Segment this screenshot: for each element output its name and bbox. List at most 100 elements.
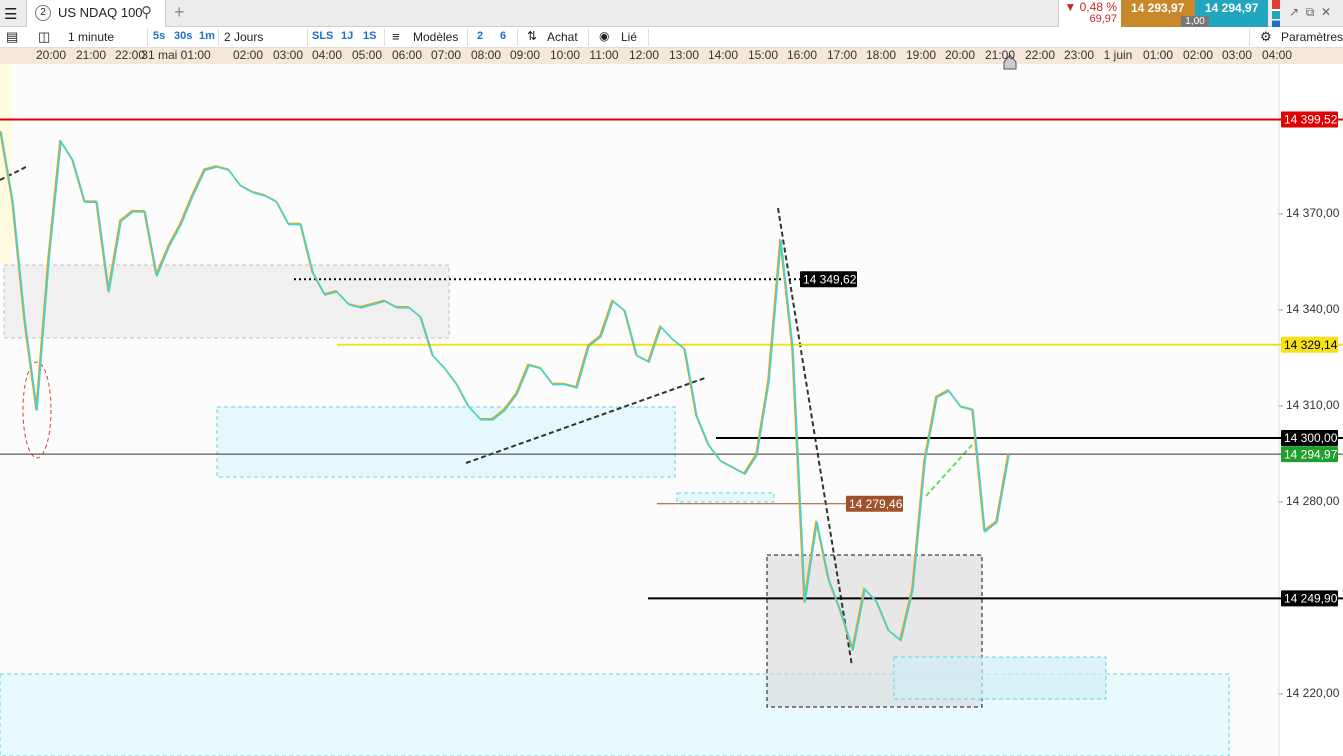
time-label: 23:00 bbox=[1064, 48, 1094, 62]
level-label: 14 300,00 bbox=[1284, 431, 1338, 445]
level-label-bg bbox=[846, 495, 903, 512]
change-percent: ▼ 0,48 % bbox=[1064, 0, 1117, 14]
level-label: 14 279,46 bbox=[849, 497, 903, 511]
range-sls[interactable]: SLS bbox=[312, 30, 334, 42]
time-label: 21:00 bbox=[985, 48, 1015, 62]
interval-5s[interactable]: 5s bbox=[153, 30, 166, 42]
time-label: 22:00 bbox=[115, 48, 145, 62]
zone-box bbox=[3, 264, 450, 339]
templates-button[interactable]: Modèles bbox=[413, 30, 459, 44]
interval-30s[interactable]: 30s bbox=[174, 30, 193, 42]
time-label: 31 mai 01:00 bbox=[141, 48, 211, 62]
preset-2[interactable]: 2 bbox=[477, 30, 484, 42]
marker-ellipse bbox=[22, 361, 52, 459]
separator bbox=[1249, 29, 1250, 46]
layout-icon[interactable]: ◫ bbox=[38, 29, 51, 44]
tab-bar: ☰ 2 US NDAQ 100 ⚲ + ▼ 0,48 % 69,97 14 29… bbox=[0, 0, 1343, 27]
time-label: 19:00 bbox=[906, 48, 936, 62]
y-tick-label: 14 340,00 bbox=[1286, 302, 1340, 316]
time-label: 01:00 bbox=[1143, 48, 1173, 62]
separator bbox=[147, 29, 148, 46]
level-label: 14 329,14 bbox=[1284, 338, 1338, 352]
level-label-bg bbox=[1281, 446, 1338, 463]
level-label-bg bbox=[1281, 590, 1338, 607]
list-icon[interactable]: ▤ bbox=[6, 29, 19, 44]
link-button[interactable]: Lié bbox=[621, 30, 638, 44]
separator bbox=[467, 29, 468, 46]
change-box: ▼ 0,48 % 69,97 bbox=[1058, 0, 1121, 27]
trend-line bbox=[465, 377, 706, 464]
time-label: 03:00 bbox=[1222, 48, 1252, 62]
time-label: 22:00 bbox=[1025, 48, 1055, 62]
separator bbox=[588, 29, 589, 46]
tab-number: 2 bbox=[35, 5, 51, 21]
window-controls[interactable]: ↗ ⧉ ✕ bbox=[1289, 5, 1332, 19]
level-label-bg bbox=[1281, 430, 1338, 446]
bid-price: 14 293,97 bbox=[1131, 1, 1185, 15]
spread: 1,00 bbox=[1181, 16, 1209, 27]
time-label: 08:00 bbox=[471, 48, 501, 62]
interval-1m[interactable]: 1m bbox=[199, 30, 215, 42]
instrument-tab[interactable]: 2 US NDAQ 100 ⚲ bbox=[26, 0, 166, 27]
add-tab[interactable]: + bbox=[174, 2, 185, 22]
time-label: 20:00 bbox=[945, 48, 975, 62]
price-chart: 14 399,52 14 349,62 14 329,14 14 300,00 14 2… bbox=[0, 48, 1343, 756]
level-label-bg bbox=[800, 271, 857, 288]
level-labels: 14 399,52 14 349,62 14 329,14 14 300,00 14 2… bbox=[800, 111, 1338, 607]
separator bbox=[384, 29, 385, 46]
time-label: 03:00 bbox=[273, 48, 303, 62]
y-tick-label: 14 310,00 bbox=[1286, 398, 1340, 412]
separator bbox=[517, 29, 518, 46]
change-points: 69,97 bbox=[1089, 13, 1117, 25]
settings-button[interactable]: Paramètres bbox=[1281, 30, 1343, 44]
time-label: 10:00 bbox=[550, 48, 580, 62]
templates-icon: ≡ bbox=[392, 29, 400, 44]
link-icon: ◉ bbox=[599, 29, 610, 43]
time-label: 06:00 bbox=[392, 48, 422, 62]
time-label: 1 juin bbox=[1104, 48, 1133, 62]
separator bbox=[648, 29, 649, 46]
time-label: 05:00 bbox=[352, 48, 382, 62]
buy-tool[interactable]: Achat bbox=[547, 30, 578, 44]
time-label: 12:00 bbox=[629, 48, 659, 62]
y-tick-label: 14 220,00 bbox=[1286, 686, 1340, 700]
price-series bbox=[0, 130, 1010, 652]
time-label: 02:00 bbox=[1183, 48, 1213, 62]
range-1j[interactable]: 1J bbox=[341, 30, 354, 42]
level-label: 14 249,90 bbox=[1284, 591, 1338, 605]
level-label: 14 294,97 bbox=[1284, 447, 1338, 461]
range-1s[interactable]: 1S bbox=[363, 30, 377, 42]
trend-line bbox=[777, 207, 853, 667]
buy-icon: ⇅ bbox=[527, 29, 538, 43]
sell-button[interactable]: 14 293,97 bbox=[1121, 0, 1195, 27]
time-label: 04:00 bbox=[1262, 48, 1292, 62]
time-label: 13:00 bbox=[669, 48, 699, 62]
toolbar: ▤ ◫ 1 minute 5s 30s 1m 2 Jours SLS 1J 1S… bbox=[0, 27, 1343, 48]
settings-icon: ⚙ bbox=[1260, 29, 1272, 44]
separator bbox=[218, 29, 219, 46]
time-label: 11:00 bbox=[589, 48, 618, 62]
menu-icon[interactable]: ☰ bbox=[4, 6, 18, 23]
interval-select[interactable]: 1 minute bbox=[68, 30, 115, 44]
color-strip bbox=[1272, 0, 1280, 27]
time-label: 14:00 bbox=[708, 48, 738, 62]
ask-price: 14 294,97 bbox=[1205, 1, 1259, 15]
level-label-bg bbox=[1281, 111, 1338, 128]
time-label: 07:00 bbox=[431, 48, 461, 62]
search-icon[interactable]: ⚲ bbox=[141, 4, 152, 21]
preset-6[interactable]: 6 bbox=[500, 30, 507, 42]
range-select[interactable]: 2 Jours bbox=[224, 30, 264, 44]
time-label: 21:00 bbox=[76, 48, 106, 62]
time-label: 18:00 bbox=[866, 48, 896, 62]
time-label: 15:00 bbox=[748, 48, 778, 62]
level-label: 14 349,62 bbox=[803, 272, 857, 286]
trend-line bbox=[0, 165, 29, 181]
zone-box bbox=[676, 492, 775, 503]
time-label: 20:00 bbox=[36, 48, 66, 62]
price-line bbox=[0, 131, 1010, 652]
time-label: 02:00 bbox=[233, 48, 263, 62]
y-tick-label: 14 370,00 bbox=[1286, 206, 1340, 220]
instrument-name: US NDAQ 100 bbox=[58, 5, 143, 20]
time-label: 16:00 bbox=[787, 48, 817, 62]
